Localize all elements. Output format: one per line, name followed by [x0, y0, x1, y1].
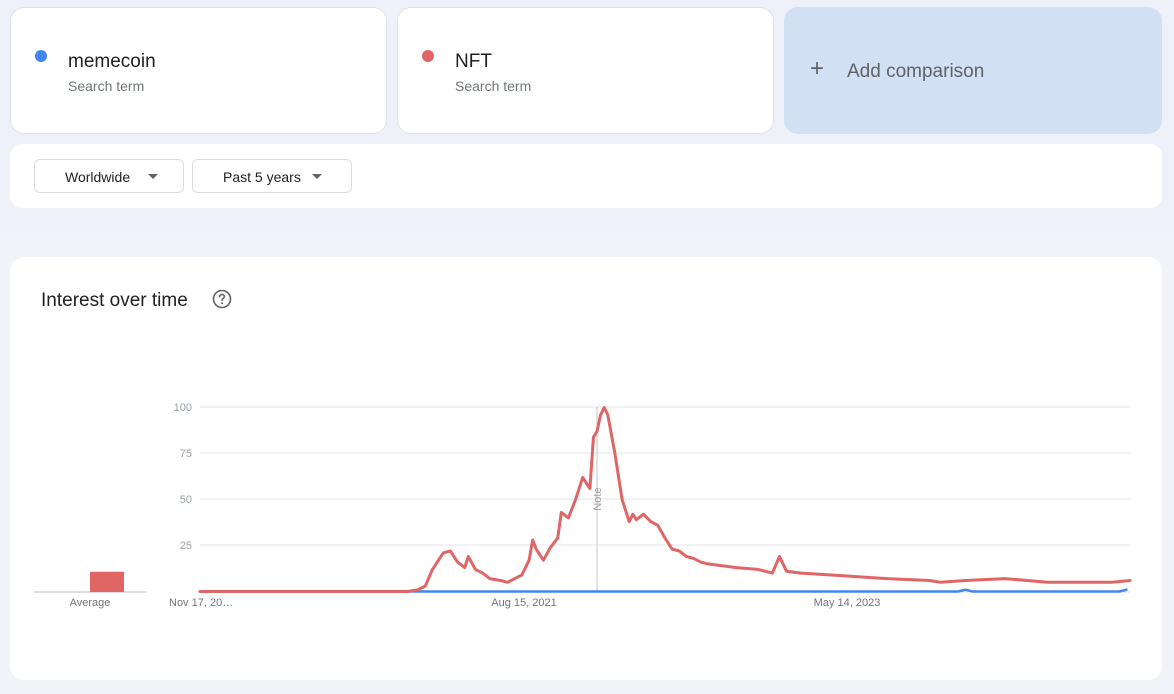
series-line-nft[interactable]: [198, 406, 1132, 593]
region-dropdown-label: Worldwide: [65, 169, 131, 185]
y-tick-label: 75: [180, 448, 192, 460]
section-title: Interest over time: [41, 290, 188, 311]
y-tick-label: 50: [180, 494, 192, 506]
memecoin-color-dot: [35, 50, 47, 62]
time-range-dropdown-label: Past 5 years: [223, 169, 301, 185]
search-term-card-memecoin[interactable]: memecoin Search term: [10, 7, 387, 134]
plus-icon: +: [810, 55, 825, 82]
filter-bar: Worldwide Past 5 years: [10, 144, 1162, 208]
search-term-name[interactable]: memecoin: [68, 51, 156, 72]
average-label: Average: [70, 597, 111, 609]
interest-over-time-card: Interest over time 25 50 75 100 Note Nov 17…: [10, 257, 1162, 680]
interest-chart: 25 50 75 100 Note Nov 17, 20… Aug 15, 2021 Ma…: [34, 402, 1132, 609]
search-term-subtitle: Search term: [68, 78, 145, 94]
series-line-memecoin[interactable]: [198, 588, 1128, 593]
region-dropdown[interactable]: Worldwide: [34, 159, 184, 193]
x-tick-label: May 14, 2023: [814, 597, 881, 609]
search-term-card-nft[interactable]: NFT Search term: [397, 7, 774, 134]
help-circle-icon[interactable]: [212, 289, 232, 309]
nft-color-dot: [422, 50, 434, 62]
y-tick-label: 100: [174, 402, 192, 414]
chevron-down-icon: [312, 174, 322, 179]
add-comparison-label: Add comparison: [847, 61, 985, 82]
add-comparison-button[interactable]: + Add comparison: [784, 7, 1162, 134]
y-tick-label: 25: [180, 540, 192, 552]
x-tick-label: Aug 15, 2021: [491, 597, 556, 609]
search-term-name[interactable]: NFT: [455, 51, 492, 72]
average-bar-nft[interactable]: [90, 571, 124, 592]
chevron-down-icon: [148, 174, 158, 179]
time-range-dropdown[interactable]: Past 5 years: [192, 159, 352, 193]
x-tick-label: Nov 17, 20…: [169, 597, 233, 609]
search-term-subtitle: Search term: [455, 78, 532, 94]
note-marker-label[interactable]: Note: [592, 487, 604, 510]
